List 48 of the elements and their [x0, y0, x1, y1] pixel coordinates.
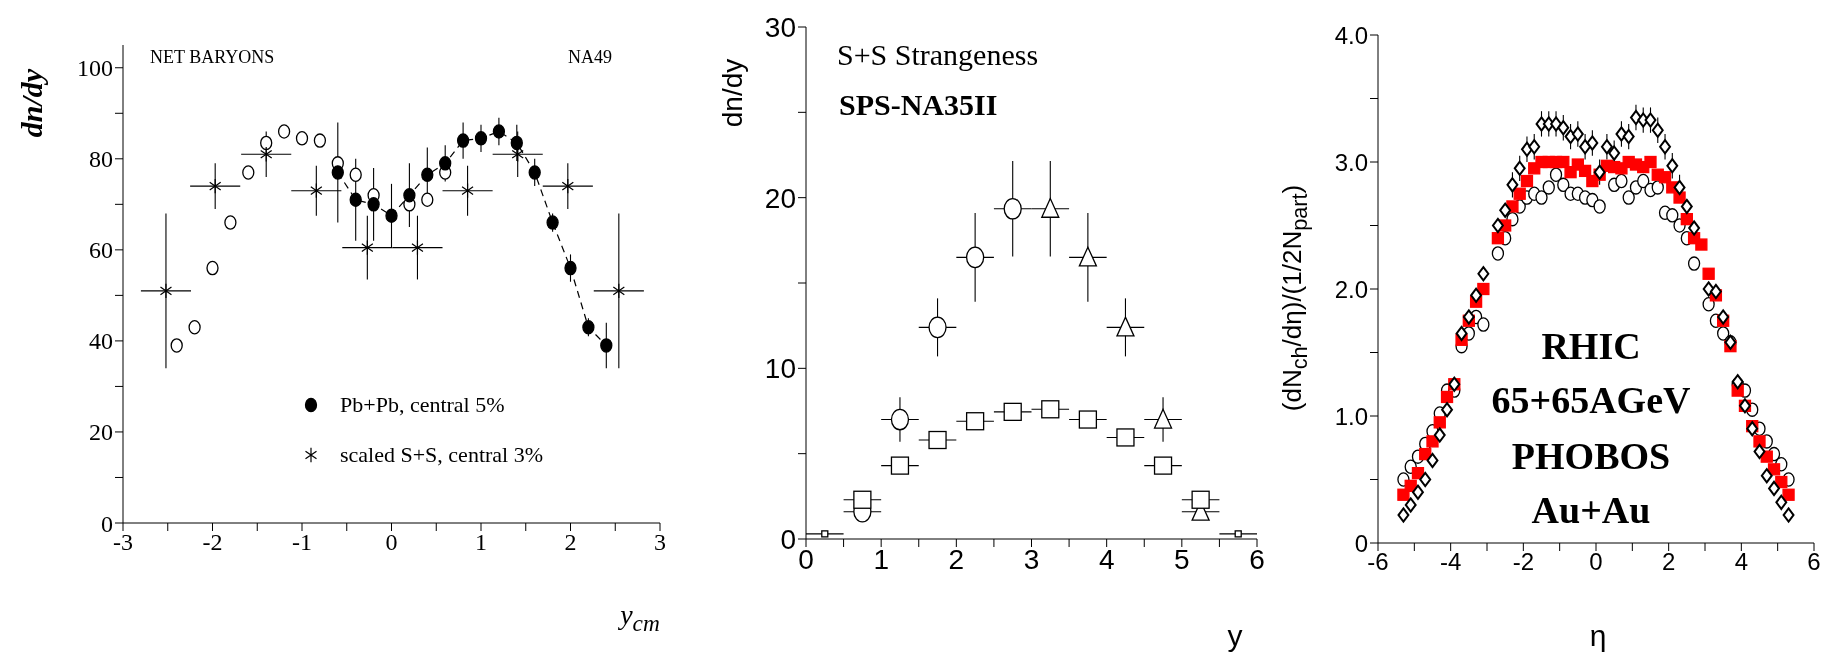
x-tick-label: 2 [948, 543, 965, 575]
y-tick-label: 4.0 [1334, 21, 1368, 49]
x-tick-label: 1 [873, 543, 889, 575]
y-tick-label: 100 [77, 55, 113, 82]
y-axis-title: dn/dy [15, 68, 48, 138]
y-tick-label: 20 [764, 182, 796, 214]
x-tick-label: -4 [1439, 548, 1462, 576]
x-tick-label: 4 [1734, 548, 1749, 576]
x-tick-label: 2 [1661, 548, 1676, 576]
x-tick-label: -3 [113, 529, 133, 556]
y-tick-label: 3.0 [1334, 148, 1368, 176]
y-tick-label: 40 [89, 328, 113, 355]
annotation: Au+Au [1531, 489, 1651, 532]
legend-label: scaled S+S, central 3% [340, 442, 544, 468]
x-tick-label: -2 [202, 529, 223, 556]
y-tick-label: 20 [89, 419, 113, 446]
annotation: S+S Strangeness [837, 38, 1039, 71]
annotation: 65+65AGeV [1491, 379, 1691, 422]
annotation: PHOBOS [1511, 435, 1671, 478]
x-tick-label: 3 [1023, 543, 1040, 575]
x-tick-label: -1 [292, 529, 312, 556]
x-tick-label: 2 [564, 529, 577, 556]
y-tick-label: 1.0 [1334, 402, 1368, 430]
annotation: SPS-NA35II [839, 88, 998, 121]
x-tick-label: 6 [1249, 543, 1265, 575]
y-tick-label: 0 [101, 510, 113, 537]
x-axis-title: y$_{cm}$ [620, 599, 660, 636]
y-tick-label: 80 [89, 146, 113, 173]
x-axis-title: y [1227, 619, 1243, 652]
annotation: NET BARYONS [150, 47, 275, 68]
annotation: RHIC [1541, 325, 1641, 368]
x-tick-label: 0 [1589, 548, 1603, 576]
y-tick-label: 60 [89, 237, 113, 264]
x-tick-label: 6 [1807, 548, 1821, 576]
y-tick-label: 10 [764, 353, 796, 385]
x-tick-label: -6 [1367, 548, 1389, 576]
x-axis-title: η [1589, 619, 1607, 652]
legend-label: Pb+Pb, central 5% [340, 392, 505, 418]
y-tick-label: 30 [764, 11, 796, 43]
x-tick-label: 5 [1174, 543, 1190, 575]
x-tick-label: 4 [1098, 543, 1115, 575]
x-tick-label: 1 [475, 529, 487, 556]
x-tick-label: -2 [1512, 548, 1535, 576]
y-axis-title: dn/dy [717, 58, 748, 128]
annotation: NA49 [568, 47, 612, 68]
y-tick-label: 2.0 [1334, 275, 1368, 303]
x-tick-label: 0 [385, 529, 398, 556]
x-tick-label: 3 [654, 529, 666, 556]
